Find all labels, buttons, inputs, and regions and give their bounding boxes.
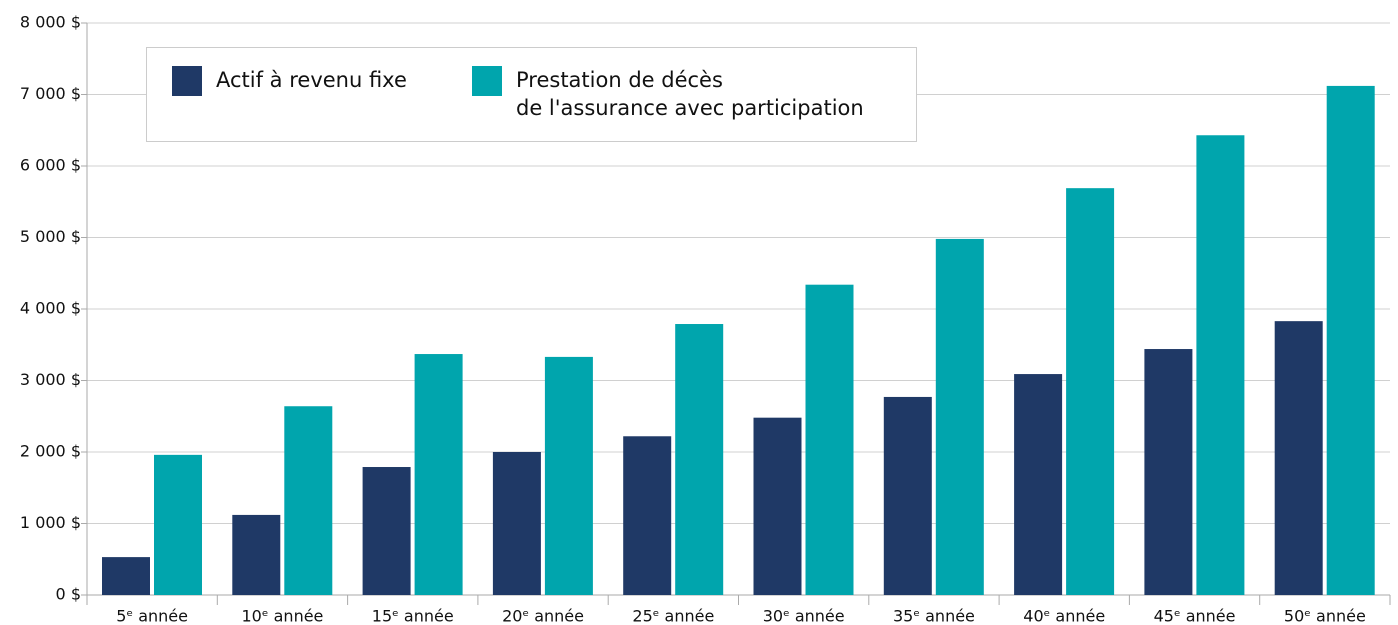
bar	[1326, 85, 1375, 596]
x-tick-label: 25ᵉ année	[632, 607, 714, 625]
bar	[544, 356, 593, 595]
x-tick-label: 45ᵉ année	[1154, 607, 1236, 625]
y-tick-label: 3 000 $	[20, 370, 81, 389]
y-tick-label: 5 000 $	[20, 227, 81, 246]
x-tick-label: 40ᵉ année	[1023, 607, 1105, 625]
x-tick-label: 5ᵉ année	[116, 607, 188, 625]
legend-item: Prestation de décès de l'assurance avec …	[472, 66, 864, 122]
x-tick-label: 10ᵉ année	[242, 607, 324, 625]
y-tick-label: 4 000 $	[20, 299, 81, 318]
bar	[1144, 349, 1193, 595]
bar	[1274, 321, 1323, 595]
bar	[492, 452, 541, 595]
bar	[362, 467, 411, 595]
legend: Actif à revenu fixe Prestation de décès d…	[146, 47, 917, 142]
x-tick-label: 50ᵉ année	[1284, 607, 1366, 625]
bar	[232, 514, 281, 595]
legend-item: Actif à revenu fixe	[172, 66, 407, 96]
bar	[154, 454, 202, 595]
bar	[753, 417, 802, 595]
legend-swatch	[472, 66, 502, 96]
bar	[1014, 374, 1063, 595]
y-tick-label: 1 000 $	[20, 513, 81, 532]
y-tick-label: 7 000 $	[20, 84, 81, 103]
y-tick-label: 6 000 $	[20, 156, 81, 175]
bar	[675, 324, 724, 595]
bar	[284, 406, 333, 595]
bar	[805, 284, 854, 595]
x-tick-label: 20ᵉ année	[502, 607, 584, 625]
legend-label: Prestation de décès de l'assurance avec …	[516, 68, 864, 120]
y-tick-label: 8 000 $	[20, 13, 81, 32]
x-tick-label: 30ᵉ année	[763, 607, 845, 625]
legend-label: Actif à revenu fixe	[216, 68, 407, 92]
y-tick-label: 0 $	[56, 585, 81, 604]
legend-swatch	[172, 66, 202, 96]
x-tick-label: 35ᵉ année	[893, 607, 975, 625]
bar	[102, 557, 150, 595]
bar	[623, 436, 672, 595]
bar	[883, 396, 932, 595]
bar	[1066, 188, 1115, 596]
bar	[414, 354, 463, 595]
bar	[1196, 135, 1245, 595]
bar	[935, 238, 984, 595]
y-tick-label: 2 000 $	[20, 442, 81, 461]
x-tick-label: 15ᵉ année	[372, 607, 454, 625]
